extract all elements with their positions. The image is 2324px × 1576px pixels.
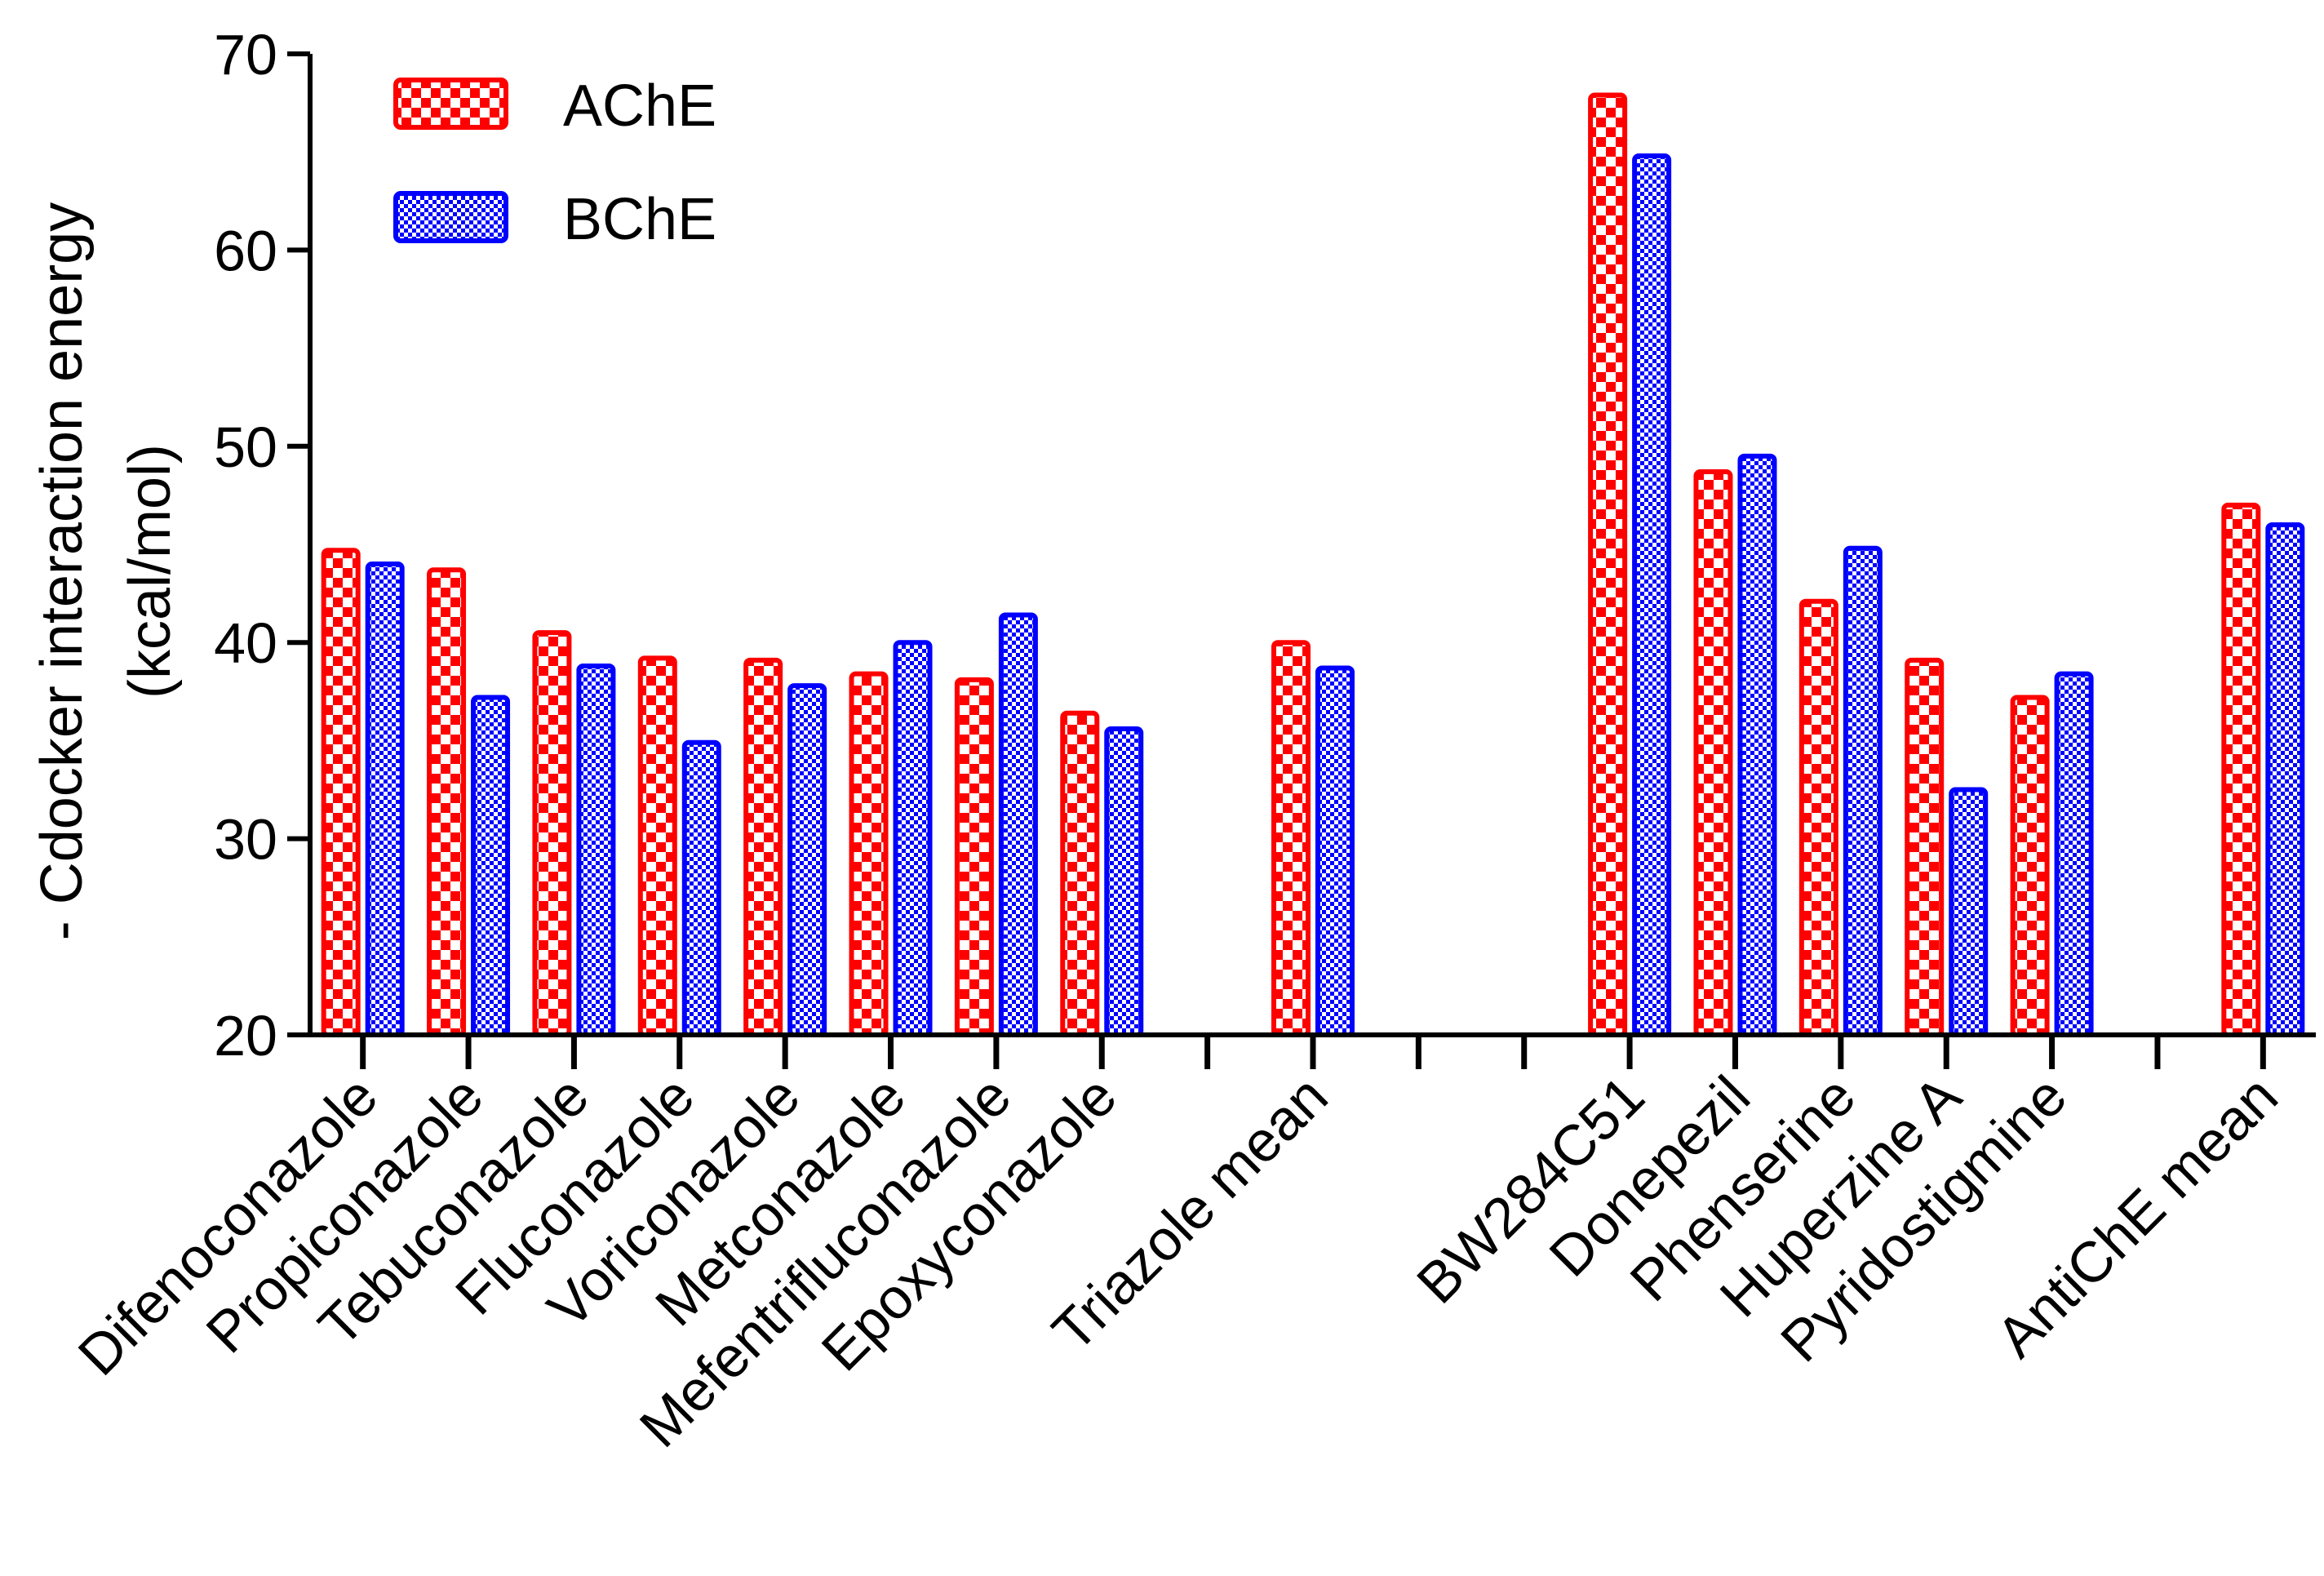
bar-bche-phenserine: [1843, 545, 1883, 1037]
y-tick-label: 70: [214, 23, 277, 87]
legend-swatch-ache: [393, 78, 508, 130]
bar-bche-huperzine-a: [1949, 787, 1989, 1037]
y-tick-label: 50: [214, 415, 277, 479]
bar-bche-triazole-mean: [1315, 665, 1355, 1038]
bar-ache-phenserine: [1798, 598, 1838, 1037]
y-tick-label: 20: [214, 1004, 277, 1068]
bar-ache-antiche-mean: [2221, 502, 2261, 1037]
bar-bche-voriconazole: [787, 683, 827, 1037]
y-tick-label: 30: [214, 808, 277, 872]
bar-bche-epoxyconazole: [1104, 726, 1144, 1037]
legend-swatch-bche: [393, 191, 508, 243]
bar-bche-propiconazole: [471, 695, 511, 1038]
bar-ache-fluconazole: [637, 655, 677, 1037]
y-axis-title-line-2: (kcal/mol): [118, 444, 183, 699]
y-axis-title: - Cdocker interaction energy (kcal/mol): [29, 202, 183, 940]
bar-ache-bw284c51: [1588, 92, 1628, 1037]
bar-ache-huperzine-a: [1905, 657, 1945, 1037]
bar-bche-mefentrifluconazole: [998, 612, 1038, 1037]
bars-layer: [321, 92, 2305, 1038]
legend-label-bche: BChE: [563, 187, 716, 252]
bar-ache-pyridostigmine: [2010, 695, 2050, 1038]
bar-ache-voriconazole: [743, 657, 783, 1037]
bar-ache-tebuconazole: [532, 630, 572, 1037]
bar-ache-mefentrifluconazole: [954, 677, 994, 1037]
bar-ache-triazole-mean: [1271, 640, 1311, 1037]
bar-ache-difenoconazole: [321, 548, 361, 1037]
bar-ache-donepezil: [1693, 469, 1733, 1037]
bar-bche-pyridostigmine: [2054, 671, 2094, 1037]
y-tick-label: 60: [214, 219, 277, 282]
y-tick-label: 40: [214, 611, 277, 675]
y-axis-title-line-1: - Cdocker interaction energy: [29, 202, 95, 940]
bar-bche-donepezil: [1737, 453, 1777, 1037]
bar-ache-metconazole: [849, 671, 889, 1037]
bar-bche-antiche-mean: [2265, 522, 2305, 1037]
bar-ache-epoxyconazole: [1060, 710, 1100, 1038]
legend: AChE BChE: [393, 73, 716, 252]
bar-bche-bw284c51: [1632, 153, 1672, 1037]
bar-bche-fluconazole: [681, 739, 721, 1038]
bar-bche-tebuconazole: [576, 664, 616, 1037]
bar-ache-propiconazole: [427, 567, 467, 1037]
bar-bche-difenoconazole: [365, 562, 405, 1037]
legend-label-ache: AChE: [563, 73, 716, 139]
bar-bche-metconazole: [893, 640, 933, 1037]
